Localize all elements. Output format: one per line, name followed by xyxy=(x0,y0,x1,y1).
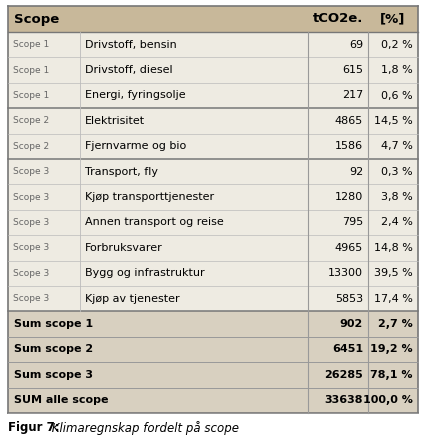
Bar xyxy=(8,362,418,388)
Bar xyxy=(8,32,418,57)
Text: Scope 3: Scope 3 xyxy=(13,193,49,202)
Text: 14,5 %: 14,5 % xyxy=(374,116,413,126)
Text: 2,4 %: 2,4 % xyxy=(381,217,413,228)
Text: 19,2 %: 19,2 % xyxy=(370,344,413,355)
Text: 4965: 4965 xyxy=(335,243,363,253)
Text: 92: 92 xyxy=(349,167,363,177)
Text: 0,6 %: 0,6 % xyxy=(381,90,413,101)
Text: Figur 7:: Figur 7: xyxy=(8,421,60,434)
Text: 0,3 %: 0,3 % xyxy=(381,167,413,177)
Text: Elektrisitet: Elektrisitet xyxy=(85,116,145,126)
Text: 795: 795 xyxy=(342,217,363,228)
Text: 5853: 5853 xyxy=(335,294,363,304)
Text: Bygg og infrastruktur: Bygg og infrastruktur xyxy=(85,268,204,278)
Text: Transport, fly: Transport, fly xyxy=(85,167,158,177)
Bar xyxy=(8,134,418,159)
Text: Sum scope 3: Sum scope 3 xyxy=(14,370,93,380)
Text: SUM alle scope: SUM alle scope xyxy=(14,395,109,405)
Text: Scope: Scope xyxy=(14,12,59,26)
Text: Scope 2: Scope 2 xyxy=(13,142,49,151)
Bar xyxy=(8,261,418,286)
Text: Drivstoff, diesel: Drivstoff, diesel xyxy=(85,65,173,75)
Text: 4,7 %: 4,7 % xyxy=(381,141,413,151)
Text: Energi, fyringsolje: Energi, fyringsolje xyxy=(85,90,186,101)
Bar xyxy=(8,184,418,210)
Text: 615: 615 xyxy=(342,65,363,75)
Bar xyxy=(8,311,418,337)
Bar xyxy=(8,6,418,32)
Text: Kjøp transporttjenester: Kjøp transporttjenester xyxy=(85,192,214,202)
Text: 78,1 %: 78,1 % xyxy=(371,370,413,380)
Text: Scope 3: Scope 3 xyxy=(13,269,49,278)
Text: 14,8 %: 14,8 % xyxy=(374,243,413,253)
Text: Kjøp av tjenester: Kjøp av tjenester xyxy=(85,294,180,304)
Text: tCO2e.: tCO2e. xyxy=(313,12,363,26)
Text: Scope 3: Scope 3 xyxy=(13,218,49,227)
Bar xyxy=(8,337,418,362)
Text: 33638: 33638 xyxy=(325,395,363,405)
Text: Scope 3: Scope 3 xyxy=(13,167,49,176)
Text: 2,7 %: 2,7 % xyxy=(378,319,413,329)
Text: [%]: [%] xyxy=(380,12,406,26)
Text: Sum scope 2: Sum scope 2 xyxy=(14,344,93,355)
Text: 1280: 1280 xyxy=(335,192,363,202)
Text: Drivstoff, bensin: Drivstoff, bensin xyxy=(85,40,177,50)
Bar xyxy=(8,83,418,108)
Text: Scope 1: Scope 1 xyxy=(13,40,49,49)
Text: 3,8 %: 3,8 % xyxy=(381,192,413,202)
Text: 217: 217 xyxy=(342,90,363,101)
Bar xyxy=(8,159,418,184)
Bar xyxy=(8,57,418,83)
Text: 0,2 %: 0,2 % xyxy=(381,40,413,50)
Bar xyxy=(8,388,418,413)
Bar xyxy=(8,210,418,235)
Bar xyxy=(8,235,418,261)
Text: Fjernvarme og bio: Fjernvarme og bio xyxy=(85,141,186,151)
Text: 1,8 %: 1,8 % xyxy=(381,65,413,75)
Text: 26285: 26285 xyxy=(324,370,363,380)
Text: 4865: 4865 xyxy=(335,116,363,126)
Text: Annen transport og reise: Annen transport og reise xyxy=(85,217,224,228)
Text: Scope 1: Scope 1 xyxy=(13,91,49,100)
Text: 100,0 %: 100,0 % xyxy=(363,395,413,405)
Bar xyxy=(8,108,418,134)
Text: Forbruksvarer: Forbruksvarer xyxy=(85,243,163,253)
Text: 17,4 %: 17,4 % xyxy=(374,294,413,304)
Text: Scope 1: Scope 1 xyxy=(13,66,49,75)
Text: Scope 2: Scope 2 xyxy=(13,116,49,125)
Text: 6451: 6451 xyxy=(332,344,363,355)
Text: Scope 3: Scope 3 xyxy=(13,294,49,303)
Text: 902: 902 xyxy=(340,319,363,329)
Bar xyxy=(8,286,418,311)
Text: 1586: 1586 xyxy=(335,141,363,151)
Text: Klimaregnskap fordelt på scope: Klimaregnskap fordelt på scope xyxy=(48,421,239,435)
Text: Sum scope 1: Sum scope 1 xyxy=(14,319,93,329)
Text: 39,5 %: 39,5 % xyxy=(374,268,413,278)
Text: 13300: 13300 xyxy=(328,268,363,278)
Text: 69: 69 xyxy=(349,40,363,50)
Text: Scope 3: Scope 3 xyxy=(13,243,49,252)
